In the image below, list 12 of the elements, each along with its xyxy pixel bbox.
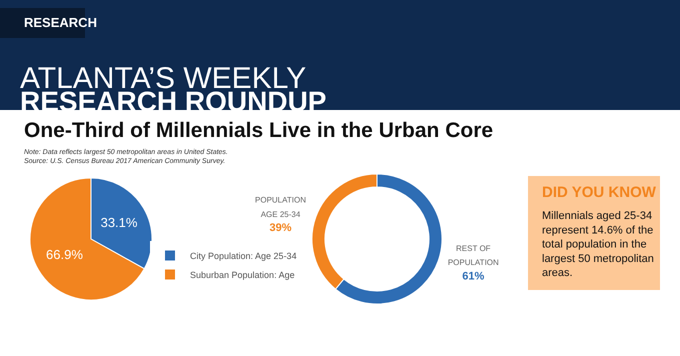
data-label: 33.1% — [100, 214, 138, 230]
text: RESEARCH — [24, 15, 97, 30]
text: Millennials aged 25-34 represent 14.6% of the total population in the largest 50 metropolitan areas. — [542, 210, 654, 280]
slice-label: POPULATION AGE 25-34 — [255, 195, 306, 219]
data-label: 39% — [269, 222, 292, 234]
chart-title: One-Third of Millennials Live in the Urban Core — [24, 119, 494, 142]
legend-label: Suburban Population: Age — [190, 270, 295, 280]
data-label: 66.9% — [46, 246, 84, 262]
data-label: 61% — [462, 270, 485, 283]
legend-label: City Population: Age 25-34 — [190, 251, 297, 262]
slice-label: REST OF POPULATION — [448, 244, 499, 268]
text: DID YOU KNOW — [542, 184, 657, 201]
